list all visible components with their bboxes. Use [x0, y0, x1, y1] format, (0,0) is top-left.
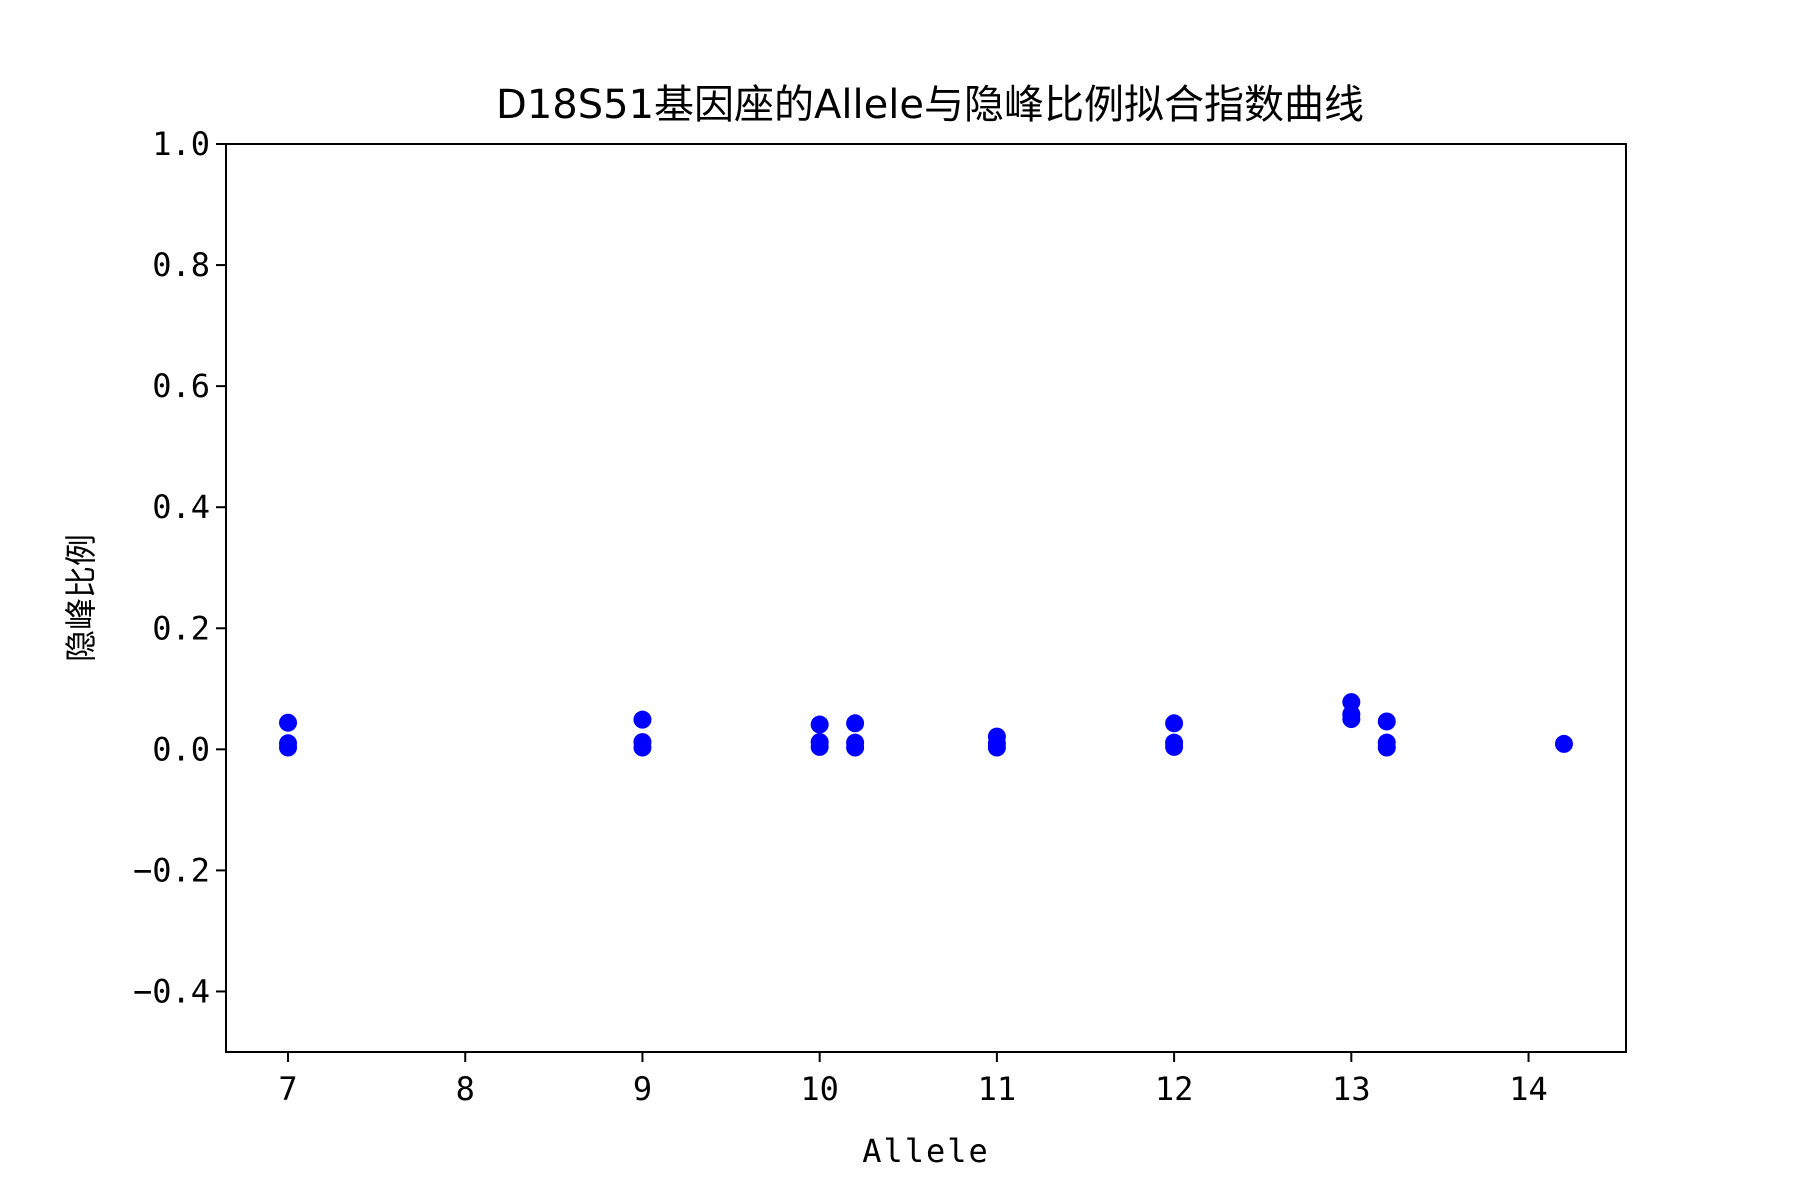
data-point: [846, 714, 865, 733]
y-tick-label: 0.8: [152, 246, 210, 284]
x-tick-label: 13: [1332, 1070, 1371, 1108]
y-tick-label: 0.4: [152, 488, 210, 526]
data-point: [279, 738, 298, 757]
data-point: [1165, 714, 1184, 733]
data-point: [279, 713, 298, 732]
y-tick-label: −0.4: [133, 972, 210, 1010]
data-point: [1377, 738, 1396, 757]
data-point: [810, 715, 829, 734]
x-axis: 7 8 9 10 11 12 13 14: [278, 1052, 1548, 1108]
y-axis-label: 隐峰比例: [62, 534, 100, 662]
data-point: [987, 738, 1006, 757]
y-tick-label: −0.2: [133, 851, 210, 889]
data-point: [1342, 710, 1361, 729]
data-point: [810, 737, 829, 756]
data-point: [633, 710, 652, 729]
y-tick-label: 0.6: [152, 367, 210, 405]
x-tick-label: 8: [456, 1070, 475, 1108]
y-tick-label: 1.0: [152, 125, 210, 163]
x-tick-label: 7: [278, 1070, 297, 1108]
data-point: [1554, 734, 1573, 753]
data-point: [1377, 712, 1396, 731]
data-point: [633, 738, 652, 757]
x-tick-label: 11: [978, 1070, 1017, 1108]
y-tick-label: 0.2: [152, 609, 210, 647]
data-point: [1165, 737, 1184, 756]
data-point: [846, 738, 865, 757]
plot-area: [225, 143, 1627, 1053]
chart-title: D18S51基因座的Allele与隐峰比例拟合指数曲线: [496, 82, 1364, 128]
x-axis-label: Allele: [862, 1132, 990, 1170]
x-tick-label: 10: [800, 1070, 839, 1108]
data-points: [279, 693, 1573, 757]
y-tick-label: 0.0: [152, 730, 210, 768]
x-tick-label: 12: [1155, 1070, 1194, 1108]
x-tick-label: 14: [1509, 1070, 1548, 1108]
y-axis: −0.4 −0.2 0.0 0.2 0.4 0.6 0.8 1.0: [133, 125, 226, 1010]
x-tick-label: 9: [633, 1070, 652, 1108]
